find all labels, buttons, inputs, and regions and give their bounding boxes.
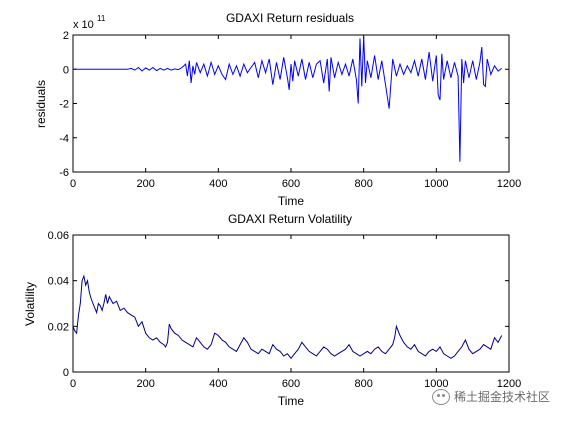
xtick-label-3: 600 <box>282 178 300 190</box>
xtick-label-4: 800 <box>354 178 372 190</box>
volatility-ylabel: Volatility <box>23 282 37 326</box>
volatility-plot-area <box>72 234 510 373</box>
residuals-plot-area <box>72 34 510 173</box>
residuals-panel: GDAXI Return residuals x 10 11 0 200 400 60… <box>34 11 521 208</box>
watermark-text: 稀土掘金技术社区 <box>454 390 551 404</box>
volatility-ticks: 0 200 400 600 800 1000 1200 0 0.02 0.04 0.06 <box>48 230 522 390</box>
ytick-label-2: 0.04 <box>48 276 69 288</box>
xtick-label-4: 800 <box>354 378 372 390</box>
ytick-label-0: -6 <box>59 167 69 179</box>
residuals-title: GDAXI Return residuals <box>226 11 354 25</box>
xtick-label-0: 0 <box>70 378 76 390</box>
residuals-series-line <box>73 36 502 162</box>
exponent-power: 11 <box>97 14 106 23</box>
exponent-label: x 10 <box>73 19 94 31</box>
ytick-label-3: 0 <box>63 64 69 76</box>
xtick-label-6: 1200 <box>497 378 521 390</box>
watermark: 稀土掘金技术社区 <box>432 388 550 405</box>
volatility-xlabel: Time <box>278 394 305 408</box>
xtick-label-5: 1000 <box>424 178 448 190</box>
xtick-label-6: 1200 <box>497 178 521 190</box>
ytick-label-0: 0 <box>63 367 69 379</box>
wechat-icon <box>432 388 450 405</box>
ytick-label-4: 2 <box>63 30 69 42</box>
volatility-title: GDAXI Return Volatility <box>228 212 352 226</box>
residuals-ticks: 0 200 400 600 800 1000 1200 -6 -4 -2 0 2 <box>59 30 521 190</box>
ytick-label-1: 0.02 <box>48 321 69 333</box>
xtick-label-1: 200 <box>136 178 154 190</box>
volatility-series-line <box>72 274 503 360</box>
xtick-label-1: 200 <box>136 378 154 390</box>
xtick-label-3: 600 <box>282 378 300 390</box>
residuals-xlabel: Time <box>278 194 305 208</box>
xtick-label-0: 0 <box>70 178 76 190</box>
ytick-label-2: -2 <box>59 99 69 111</box>
residuals-ylabel: residuals <box>34 80 48 128</box>
volatility-panel: GDAXI Return Volatility 0 200 400 600 800 100… <box>23 212 521 408</box>
xtick-label-2: 400 <box>209 178 227 190</box>
xtick-label-2: 400 <box>209 378 227 390</box>
ytick-label-3: 0.06 <box>48 230 69 242</box>
ytick-label-1: -4 <box>59 133 69 145</box>
xtick-label-5: 1000 <box>424 378 448 390</box>
